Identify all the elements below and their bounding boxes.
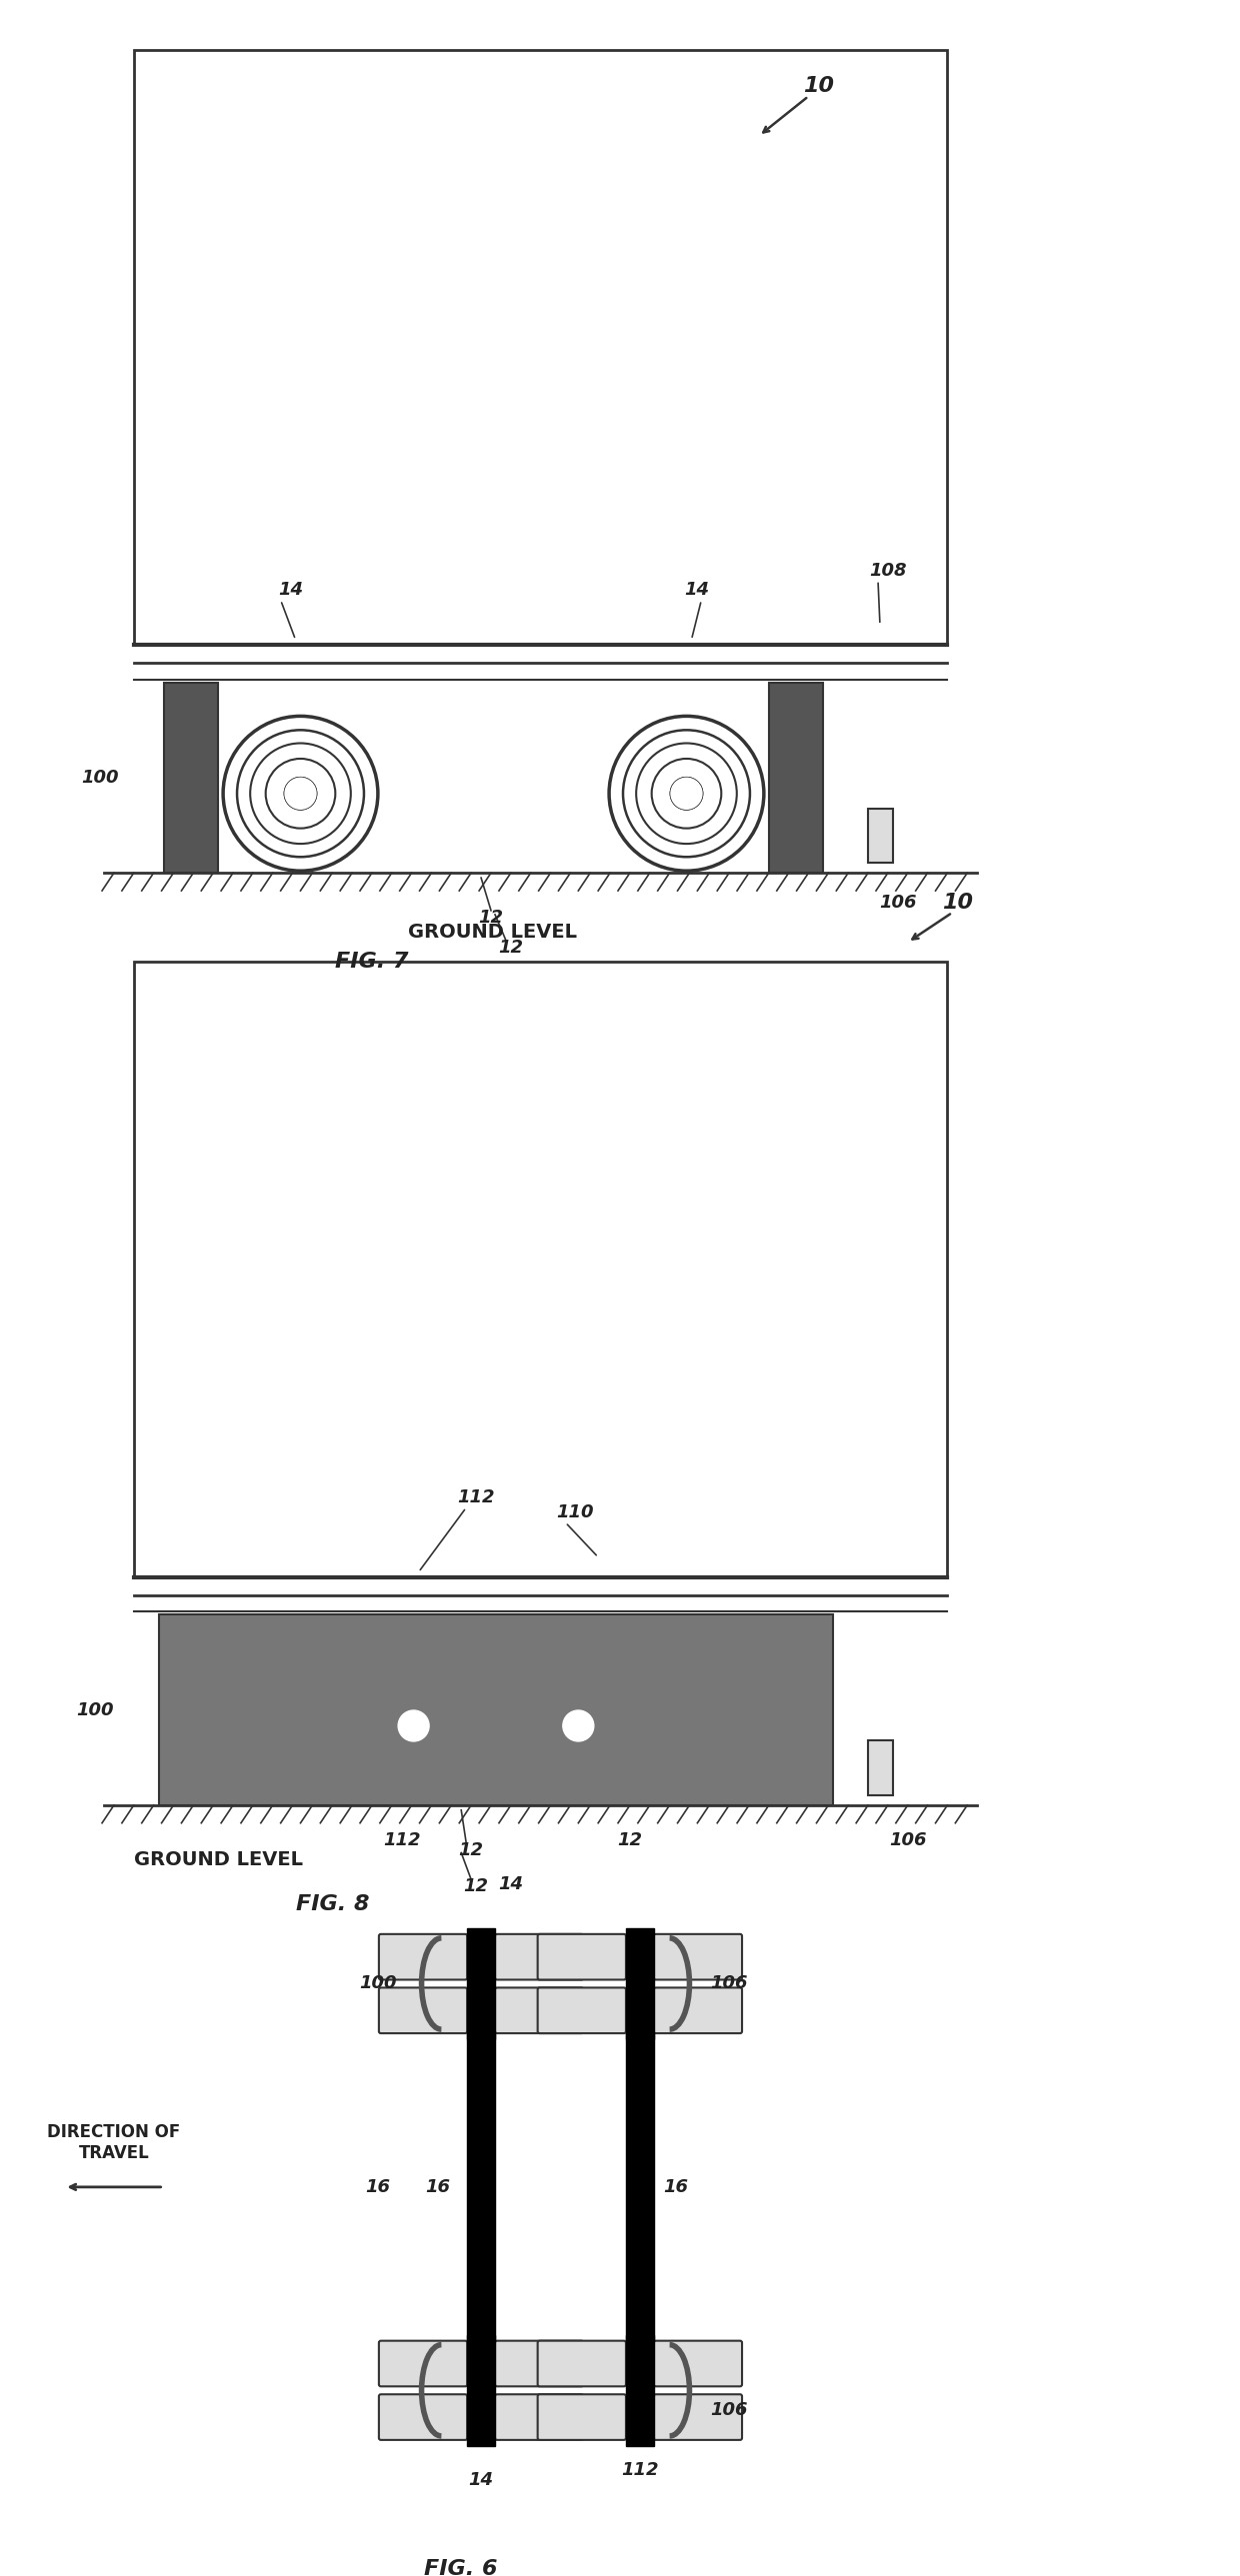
Text: 14: 14: [498, 1875, 523, 1893]
Text: 100: 100: [77, 1700, 114, 1718]
Circle shape: [671, 778, 702, 809]
Bar: [134, 961, 947, 1577]
Bar: [626, 2032, 653, 2342]
Bar: [467, 2032, 495, 2342]
Text: 12: 12: [464, 1878, 489, 1896]
Text: FIG. 7: FIG. 7: [335, 953, 409, 971]
FancyBboxPatch shape: [653, 2393, 742, 2439]
Bar: [769, 683, 823, 873]
Bar: [164, 683, 218, 873]
Text: 108: 108: [869, 562, 906, 580]
Text: GROUND LEVEL: GROUND LEVEL: [408, 922, 578, 943]
Text: 12: 12: [498, 938, 523, 956]
Text: 14: 14: [684, 582, 709, 600]
Text: 106: 106: [889, 1832, 926, 1850]
Text: FIG. 6: FIG. 6: [424, 2558, 498, 2576]
Text: FIG. 8: FIG. 8: [295, 1893, 370, 1914]
Text: 10: 10: [804, 77, 835, 95]
Text: 100: 100: [360, 1976, 397, 1994]
Bar: [159, 1615, 833, 1806]
FancyBboxPatch shape: [538, 1989, 626, 2032]
FancyBboxPatch shape: [495, 2393, 583, 2439]
FancyBboxPatch shape: [653, 2342, 742, 2385]
Bar: [868, 1741, 893, 1795]
Bar: [467, 1929, 495, 2040]
Text: 10: 10: [942, 894, 973, 912]
FancyBboxPatch shape: [495, 1935, 583, 1981]
FancyBboxPatch shape: [538, 2393, 626, 2439]
Bar: [134, 49, 947, 644]
Text: 112: 112: [458, 1489, 495, 1507]
FancyBboxPatch shape: [379, 2342, 467, 2385]
Text: GROUND LEVEL: GROUND LEVEL: [134, 1850, 303, 1870]
Text: 112: 112: [383, 1832, 420, 1850]
Text: DIRECTION OF
TRAVEL: DIRECTION OF TRAVEL: [47, 2123, 181, 2161]
Text: 106: 106: [711, 2401, 748, 2419]
Text: 14: 14: [278, 582, 303, 600]
FancyBboxPatch shape: [653, 1935, 742, 1981]
Circle shape: [398, 1710, 429, 1741]
Circle shape: [563, 1710, 594, 1741]
Text: 106: 106: [711, 1976, 748, 1994]
Bar: [626, 2334, 653, 2445]
Text: 110: 110: [557, 1504, 594, 1522]
Text: 112: 112: [621, 2460, 658, 2478]
Text: 12: 12: [459, 1842, 484, 1860]
Text: 100: 100: [82, 768, 119, 786]
Text: 12: 12: [618, 1832, 642, 1850]
FancyBboxPatch shape: [653, 1989, 742, 2032]
Bar: [467, 2334, 495, 2445]
FancyBboxPatch shape: [538, 1935, 626, 1981]
Text: 106: 106: [879, 894, 916, 912]
Text: 16: 16: [425, 2179, 450, 2195]
FancyBboxPatch shape: [538, 2342, 626, 2385]
Text: 16: 16: [366, 2179, 391, 2195]
FancyBboxPatch shape: [495, 1989, 583, 2032]
Text: 12: 12: [479, 909, 503, 927]
Bar: [626, 1929, 653, 2040]
Text: 16: 16: [663, 2179, 688, 2195]
FancyBboxPatch shape: [379, 1989, 467, 2032]
FancyBboxPatch shape: [495, 2342, 583, 2385]
FancyBboxPatch shape: [379, 1935, 467, 1981]
Text: 14: 14: [469, 2470, 494, 2488]
FancyBboxPatch shape: [379, 2393, 467, 2439]
Bar: [868, 809, 893, 863]
Circle shape: [285, 778, 316, 809]
